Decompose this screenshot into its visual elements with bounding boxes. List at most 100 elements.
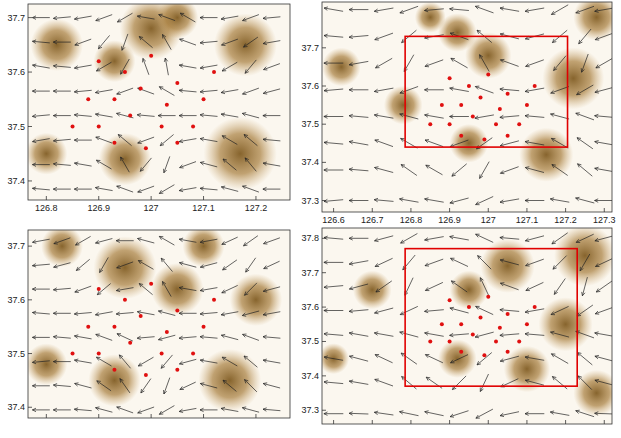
station [471, 115, 475, 119]
wind-arrow [475, 332, 494, 338]
station [123, 298, 127, 302]
panel: 126.8126.9127127.1127.237.437.537.637.7 [7, 0, 290, 213]
wind-arrow [550, 411, 569, 416]
wind-arrow [576, 197, 595, 203]
wind-arrow [425, 114, 444, 118]
x-tick-label: 127.2 [554, 215, 577, 225]
wind-arrow [200, 187, 217, 191]
wind-arrow [200, 41, 217, 45]
terrain [504, 346, 550, 392]
wind-arrow [595, 332, 612, 337]
wind-arrow [476, 234, 494, 242]
wind-arrow [401, 353, 417, 364]
wind-arrow [244, 37, 258, 47]
wind-arrow [451, 355, 469, 363]
wind-arrow [163, 282, 172, 297]
wind-arrow [595, 33, 612, 40]
wind-arrow [500, 333, 519, 337]
wind-arrow [222, 237, 238, 244]
wind-arrow [554, 56, 566, 71]
terrain [415, 2, 446, 33]
station [149, 54, 153, 58]
wind-arrow [551, 306, 569, 314]
x-tick [410, 420, 411, 424]
wind-arrow [349, 261, 368, 266]
wind-arrow [400, 113, 419, 119]
x-tick [488, 208, 489, 212]
wind-arrow [264, 261, 280, 269]
wind-arrow [32, 16, 49, 20]
wind-arrow [263, 383, 280, 388]
wind-arrow [117, 407, 133, 413]
wind-arrow [324, 332, 343, 336]
station [525, 103, 529, 107]
wind-arrow [425, 60, 443, 67]
station [506, 312, 510, 316]
wind-arrow [595, 380, 612, 386]
wind-arrow [100, 257, 109, 272]
region-box [405, 249, 577, 387]
x-tick [151, 196, 152, 200]
wind-arrow [223, 159, 236, 170]
wind-arrow [95, 90, 112, 94]
station [139, 86, 143, 90]
y-tick [28, 72, 32, 73]
wind-arrow [450, 307, 469, 313]
wind-arrow [33, 139, 50, 143]
x-tick-label: 127 [481, 215, 496, 225]
wind-arrow [200, 65, 217, 69]
wind-arrow [595, 141, 612, 146]
panel: 126.6126.7126.8126.9127127.1127.2127.337… [301, 0, 619, 225]
y-tick [322, 200, 326, 201]
wind-arrow [222, 136, 237, 145]
wind-arrow [119, 355, 130, 368]
wind-arrow [375, 355, 393, 363]
x-tick-label: 127 [144, 203, 159, 213]
y-tick [28, 353, 32, 354]
wind-arrow [475, 86, 493, 93]
wind-arrow [96, 137, 112, 143]
wind-arrow [200, 335, 217, 339]
terrain [214, 13, 277, 76]
wind-arrow [32, 287, 49, 291]
terrain [41, 230, 83, 267]
wind-arrow [552, 377, 567, 390]
wind-arrow [552, 233, 568, 244]
wind-arrow [32, 384, 49, 388]
station [506, 134, 510, 138]
station [506, 92, 510, 96]
station [175, 81, 179, 85]
wind-arrow [375, 258, 393, 266]
y-tick-label: 37.6 [301, 302, 319, 312]
station [175, 309, 179, 313]
wind-arrow [143, 58, 149, 74]
wind-arrow [450, 236, 469, 241]
wind-arrow [139, 37, 152, 48]
wind-arrow [577, 85, 594, 95]
wind-arrow [98, 35, 109, 48]
wind-arrow [244, 135, 257, 146]
x-tick-label: 126.9 [87, 203, 110, 213]
wind-arrow [324, 236, 343, 239]
wind-arrow [500, 308, 519, 311]
station [428, 122, 432, 126]
station [128, 341, 132, 345]
wind-arrow [349, 199, 368, 203]
station [71, 125, 75, 129]
wind-arrow [222, 285, 238, 292]
wind-arrow [200, 359, 217, 363]
wind-arrow [116, 312, 133, 315]
y-tick-label: 37.5 [7, 122, 25, 132]
station [479, 95, 483, 99]
wind-arrow [581, 54, 588, 72]
panel: 37.437.537.637.7 [7, 225, 290, 418]
wind-arrow [200, 288, 217, 292]
wind-arrow [263, 138, 280, 142]
wind-arrow [451, 58, 468, 68]
wind-arrow [324, 141, 343, 145]
station [494, 339, 498, 343]
wind-arrow [596, 258, 613, 266]
wind-arrow [500, 259, 519, 265]
wind-arrow [500, 356, 519, 362]
wind-arrow [53, 16, 70, 20]
